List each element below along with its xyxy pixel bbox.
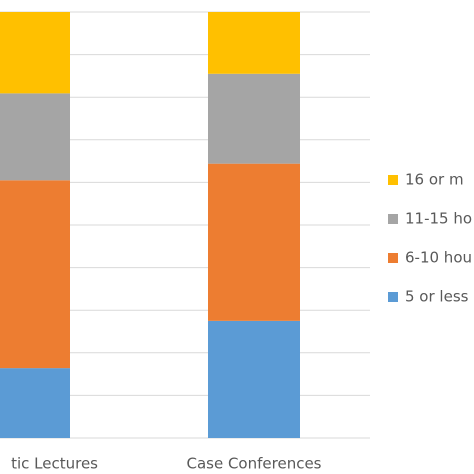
- legend-label: 5 or less: [405, 288, 469, 306]
- bar-segment: [208, 163, 300, 321]
- bar-segment: [208, 320, 300, 438]
- legend-swatch: [388, 253, 398, 263]
- legend-label: 11-15 ho: [405, 210, 472, 228]
- legend-label: 6-10 hou: [405, 249, 472, 267]
- bar-segment: [0, 368, 70, 438]
- legend-swatch: [388, 175, 398, 185]
- bar-segment: [208, 12, 300, 74]
- bar-segment: [0, 93, 70, 181]
- legend-swatch: [388, 214, 398, 224]
- legend-swatch: [388, 292, 398, 302]
- x-tick-label: tic Lectures: [11, 455, 98, 473]
- bar-segment: [0, 12, 70, 94]
- bar-segment: [0, 180, 70, 369]
- x-tick-label: Case Conferences: [186, 455, 321, 473]
- bar-segment: [208, 73, 300, 164]
- legend-label: 16 or m: [405, 171, 464, 189]
